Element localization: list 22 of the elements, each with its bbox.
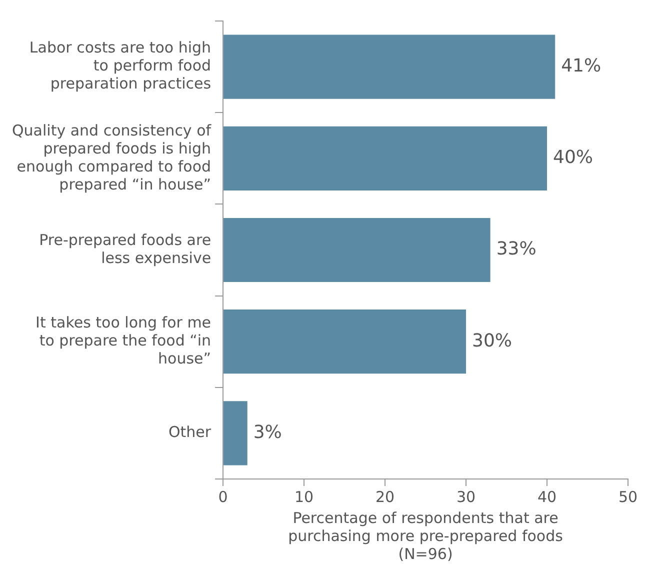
x-tick-label: 0: [218, 488, 228, 506]
data-label: 41%: [561, 55, 602, 76]
y-tick-label: It takes too long for me to prepare the food “in house”: [36, 313, 212, 368]
y-tick-label: Other: [168, 423, 212, 442]
x-tick-label: 20: [375, 488, 395, 506]
bar: [224, 310, 466, 374]
x-tick-label: 40: [537, 488, 557, 506]
x-tick-label: 10: [294, 488, 314, 506]
bar: [224, 218, 490, 282]
bar: [224, 126, 548, 190]
x-tick-label: 30: [456, 488, 476, 506]
y-tick-label: Labor costs are too high to perform food preparation practices: [29, 38, 212, 93]
y-tick-label: Quality and consistency of prepared foods is high enough compared to food prepared “in house”: [12, 121, 212, 194]
bar: [224, 401, 248, 466]
x-axis-title: Percentage of respondents that are purchasing more pre-prepared foods (N=96): [288, 508, 564, 563]
y-tick-label: Pre-prepared foods are less expensive: [39, 230, 212, 267]
data-label: 40%: [553, 147, 594, 168]
data-label: 33%: [496, 238, 536, 260]
data-label: 3%: [253, 422, 282, 443]
bar: [224, 34, 556, 99]
data-label: 30%: [472, 330, 512, 352]
x-tick-label: 50: [618, 488, 638, 506]
